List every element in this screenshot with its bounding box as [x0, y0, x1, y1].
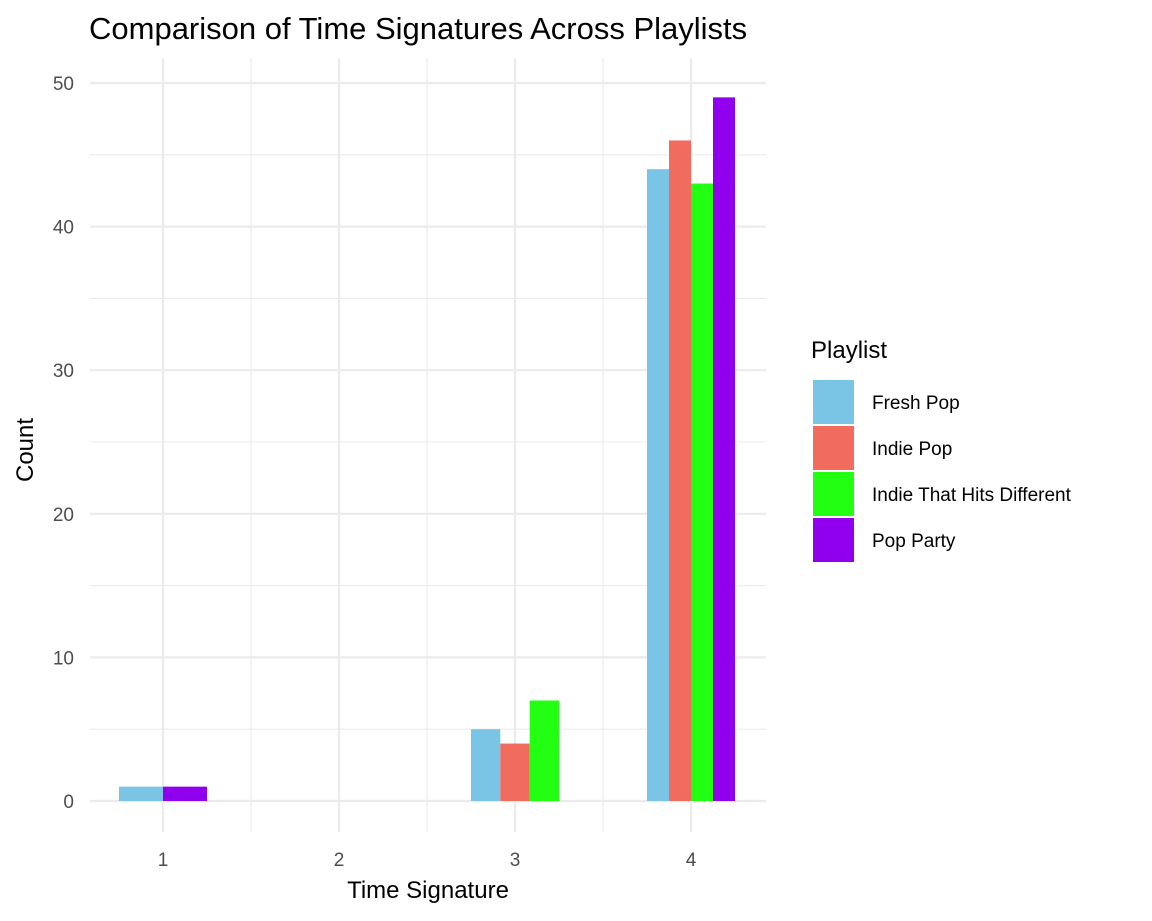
bar-fresh-pop-ts-4 [647, 169, 669, 801]
x-tick-label: 4 [686, 850, 697, 871]
y-tick-labels: 0 10 20 30 40 50 [53, 74, 74, 813]
chart-title: Comparison of Time Signatures Across Pla… [89, 11, 747, 46]
legend-label: Fresh Pop [872, 393, 960, 414]
x-axis-title: Time Signature [347, 877, 509, 904]
bar-indie-that-hits-different-ts-3 [529, 700, 559, 801]
bar-pop-party-ts-1 [163, 786, 207, 801]
legend-label: Pop Party [872, 531, 956, 552]
bar-indie-that-hits-different-ts-4 [691, 183, 713, 801]
x-tick-label: 2 [334, 850, 345, 871]
legend-key-pop-party [813, 518, 854, 562]
x-tick-labels: 1 2 3 4 [158, 850, 697, 871]
legend-label: Indie That Hits Different [872, 485, 1072, 506]
legend-key-fresh-pop [813, 380, 854, 424]
legend-key-indie-pop [813, 426, 854, 470]
bar-fresh-pop-ts-3 [471, 729, 501, 801]
legend-label: Indie Pop [872, 439, 952, 460]
legend: Playlist Fresh Pop Indie Pop Indie That Hi… [811, 337, 1072, 562]
y-tick-label: 50 [53, 74, 74, 95]
x-tick-label: 3 [510, 850, 521, 871]
legend-title: Playlist [811, 337, 887, 364]
y-tick-label: 20 [53, 505, 74, 526]
bar-fresh-pop-ts-1 [119, 786, 163, 801]
y-tick-label: 10 [53, 648, 74, 669]
y-tick-label: 0 [63, 792, 74, 813]
bar-indie-pop-ts-4 [669, 140, 691, 801]
bar-pop-party-ts-4 [713, 97, 735, 802]
bar-indie-pop-ts-3 [500, 743, 530, 801]
y-tick-label: 30 [53, 361, 74, 382]
bars [119, 97, 735, 802]
y-tick-label: 40 [53, 218, 74, 239]
y-axis-title: Count [12, 418, 39, 482]
x-tick-label: 1 [158, 850, 169, 871]
legend-key-indie-that-hits-different [813, 472, 854, 516]
